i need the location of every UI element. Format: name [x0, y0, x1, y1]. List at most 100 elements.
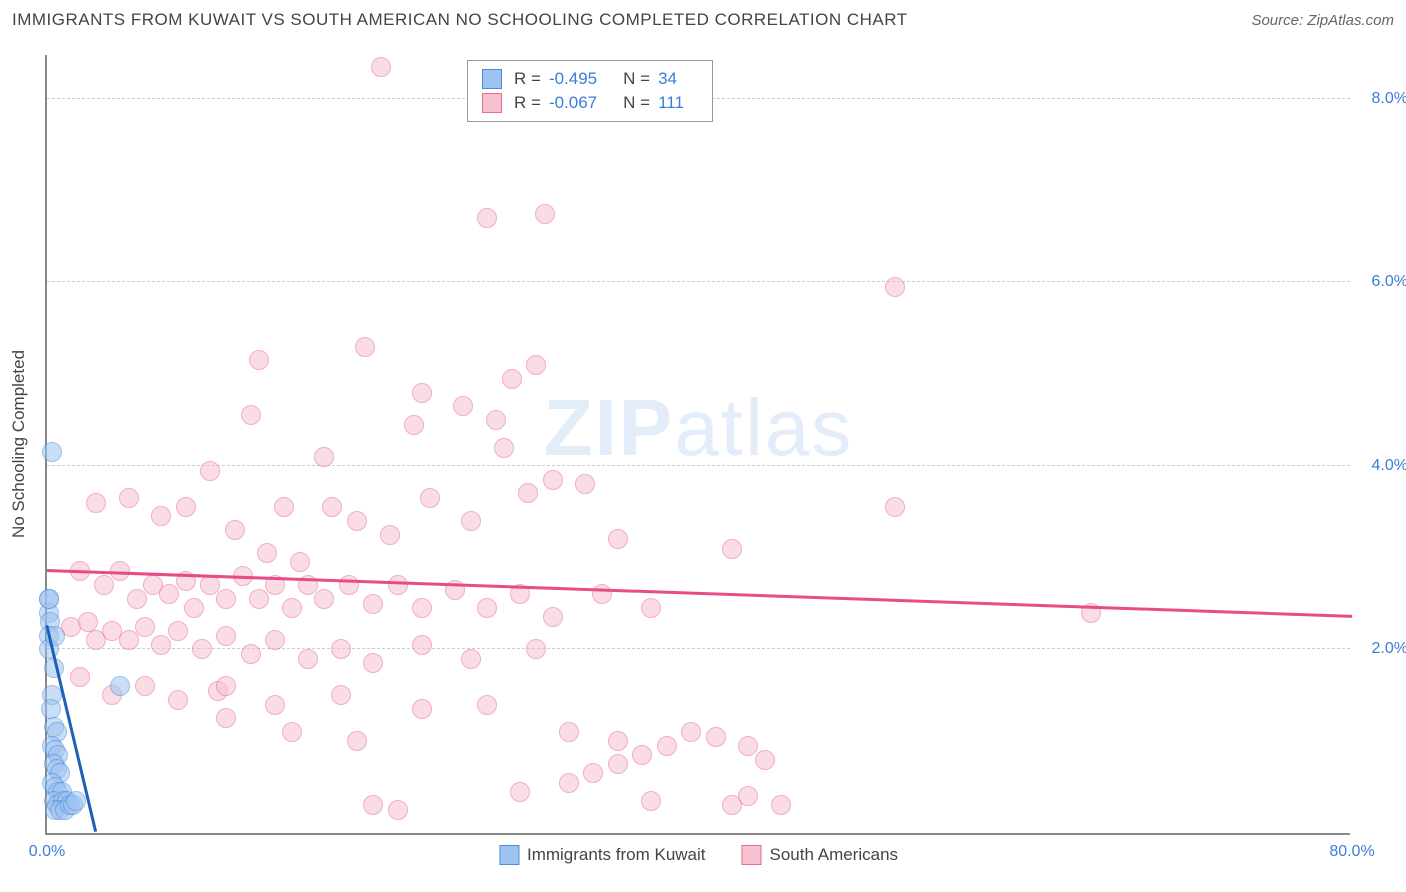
chart-title: IMMIGRANTS FROM KUWAIT VS SOUTH AMERICAN… — [12, 10, 908, 30]
stat-r-label: R = — [514, 93, 541, 113]
data-point — [755, 750, 775, 770]
data-point — [216, 708, 236, 728]
data-point — [388, 800, 408, 820]
data-point — [518, 483, 538, 503]
data-point — [322, 497, 342, 517]
stat-n-label: N = — [623, 93, 650, 113]
data-point — [608, 731, 628, 751]
data-point — [257, 543, 277, 563]
data-point — [331, 639, 351, 659]
data-point — [274, 497, 294, 517]
data-point — [265, 630, 285, 650]
data-point — [583, 763, 603, 783]
data-point — [216, 676, 236, 696]
gridline — [47, 465, 1350, 466]
data-point — [526, 355, 546, 375]
legend-label: South Americans — [770, 845, 899, 865]
data-point — [706, 727, 726, 747]
trend-line — [47, 569, 1352, 617]
data-point — [477, 208, 497, 228]
data-point — [412, 635, 432, 655]
data-point — [363, 594, 383, 614]
data-point — [151, 506, 171, 526]
legend-item-1: South Americans — [742, 845, 899, 865]
data-point — [355, 337, 375, 357]
data-point — [176, 497, 196, 517]
data-point — [42, 442, 62, 462]
data-point — [265, 695, 285, 715]
data-point — [543, 607, 563, 627]
data-point — [94, 575, 114, 595]
data-point — [461, 511, 481, 531]
stat-n-label: N = — [623, 69, 650, 89]
data-point — [78, 612, 98, 632]
stats-box: R = -0.495 N = 34 R = -0.067 N = 111 — [467, 60, 713, 122]
swatch-icon — [499, 845, 519, 865]
data-point — [412, 598, 432, 618]
data-point — [225, 520, 245, 540]
data-point — [249, 589, 269, 609]
data-point — [681, 722, 701, 742]
stats-row-0: R = -0.495 N = 34 — [482, 67, 698, 91]
data-point — [159, 584, 179, 604]
swatch-icon — [742, 845, 762, 865]
data-point — [526, 639, 546, 659]
source-label: Source: ZipAtlas.com — [1251, 12, 1394, 29]
data-point — [200, 575, 220, 595]
stat-r-value: -0.067 — [549, 93, 597, 113]
data-point — [135, 617, 155, 637]
data-point — [453, 396, 473, 416]
data-point — [575, 474, 595, 494]
data-point — [510, 782, 530, 802]
data-point — [135, 676, 155, 696]
data-point — [168, 621, 188, 641]
data-point — [282, 598, 302, 618]
watermark: ZIPatlas — [544, 382, 853, 474]
data-point — [347, 511, 367, 531]
data-point — [151, 635, 171, 655]
data-point — [486, 410, 506, 430]
data-point — [885, 277, 905, 297]
data-point — [363, 795, 383, 815]
swatch-icon — [482, 69, 502, 89]
stat-r-label: R = — [514, 69, 541, 89]
data-point — [86, 493, 106, 513]
data-point — [298, 649, 318, 669]
y-tick-label: 4.0% — [1358, 457, 1406, 475]
swatch-icon — [482, 93, 502, 113]
data-point — [241, 405, 261, 425]
data-point — [192, 639, 212, 659]
data-point — [314, 589, 334, 609]
data-point — [543, 470, 563, 490]
data-point — [70, 667, 90, 687]
data-point — [249, 350, 269, 370]
data-point — [371, 57, 391, 77]
data-point — [388, 575, 408, 595]
stat-n-value: 111 — [658, 93, 684, 113]
y-tick-label: 6.0% — [1358, 273, 1406, 291]
data-point — [241, 644, 261, 664]
data-point — [119, 488, 139, 508]
data-point — [477, 598, 497, 618]
data-point — [380, 525, 400, 545]
data-point — [168, 690, 188, 710]
y-axis-label: No Schooling Completed — [9, 350, 29, 538]
data-point — [535, 204, 555, 224]
data-point — [339, 575, 359, 595]
y-tick-label: 8.0% — [1358, 90, 1406, 108]
data-point — [200, 461, 220, 481]
data-point — [738, 736, 758, 756]
data-point — [738, 786, 758, 806]
data-point — [559, 722, 579, 742]
stat-n-value: 34 — [658, 69, 677, 89]
data-point — [885, 497, 905, 517]
stat-r-value: -0.495 — [549, 69, 597, 89]
x-tick-label: 80.0% — [1329, 843, 1374, 861]
data-point — [290, 552, 310, 572]
data-point — [314, 447, 334, 467]
data-point — [771, 795, 791, 815]
data-point — [461, 649, 481, 669]
data-point — [502, 369, 522, 389]
data-point — [41, 699, 61, 719]
data-point — [184, 598, 204, 618]
